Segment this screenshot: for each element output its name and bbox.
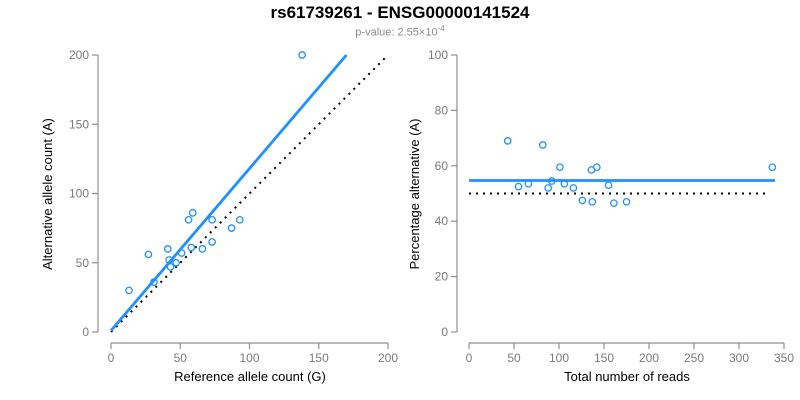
y-tick-label: 80 [435,103,449,117]
data-point [184,215,193,224]
data-point [144,250,153,259]
y-tick-label: 150 [69,117,89,131]
data-point [208,215,216,224]
data-point [166,263,175,271]
data-point [578,196,587,205]
x-tick-label: 300 [729,351,749,365]
data-point [150,278,158,286]
y-tick-label: 20 [435,270,449,284]
x-tick-label: 0 [466,351,473,365]
x-tick-label: 50 [174,351,188,365]
x-tick-label: 250 [684,351,704,365]
data-point [524,179,533,188]
y-tick-label: 0 [82,325,89,339]
data-point [177,249,186,257]
data-point [538,141,547,149]
x-tick-label: 100 [239,351,259,365]
data-point [622,197,631,206]
data-point [768,163,777,172]
p-value-mantissa: 2.55×10 [397,26,438,39]
x-tick-label: 0 [108,351,115,365]
data-point [235,215,244,224]
y-tick-label: 0 [441,325,448,339]
x-tick-label: 150 [309,351,329,365]
right-y-axis-title: Percentage alternative (A) [407,118,422,269]
data-point [165,256,174,264]
data-point [588,197,597,206]
data-point [604,181,613,190]
y-tick-label: 200 [69,48,89,62]
y-tick-label: 100 [69,187,89,201]
x-tick-label: 200 [639,351,659,365]
y-tick-label: 60 [435,159,449,173]
data-point [188,209,197,217]
data-point [187,243,196,252]
x-tick-label: 50 [507,351,521,365]
p-value-exponent: -4 [437,24,445,33]
x-tick-label: 350 [774,351,794,365]
data-point [208,238,216,246]
left-y-axis-title: Alternative allele count (A) [40,118,55,270]
p-value-prefix: p-value: [355,26,398,39]
identity-line [110,54,389,333]
y-tick-label: 100 [428,48,448,62]
percentage-alternative-plot: 0 20 40 60 80 100 0 50 100 150 200 250 300 350 [428,48,794,365]
data-point [172,258,180,267]
data-point [544,184,553,192]
data-point [556,163,564,172]
x-tick-label: 200 [378,351,398,365]
x-tick-label: 150 [594,351,614,365]
data-point [610,199,618,208]
data-point [227,224,236,232]
data-point [298,51,306,59]
data-point [547,177,556,185]
data-point [569,184,578,192]
figure-title: rs61739261 - ENSG00000141524 [270,3,530,22]
fit-line [109,54,348,332]
data-point [163,245,172,253]
data-point [514,182,523,191]
left-x-axis-title: Reference allele count (G) [174,369,326,384]
data-point [198,245,207,253]
p-value-subtitle: p-value: 2.55×10-4 [0,24,800,39]
right-x-axis-title: Total number of reads [564,369,690,384]
y-tick-label: 50 [76,256,90,270]
x-tick-label: 100 [549,351,569,365]
data-point [125,286,133,295]
data-point [503,137,512,145]
allele-counts-plot: 0 50 100 150 200 0 50 100 150 200 [69,48,398,365]
data-point [560,179,569,188]
y-tick-label: 40 [435,214,449,228]
data-point [592,163,601,172]
